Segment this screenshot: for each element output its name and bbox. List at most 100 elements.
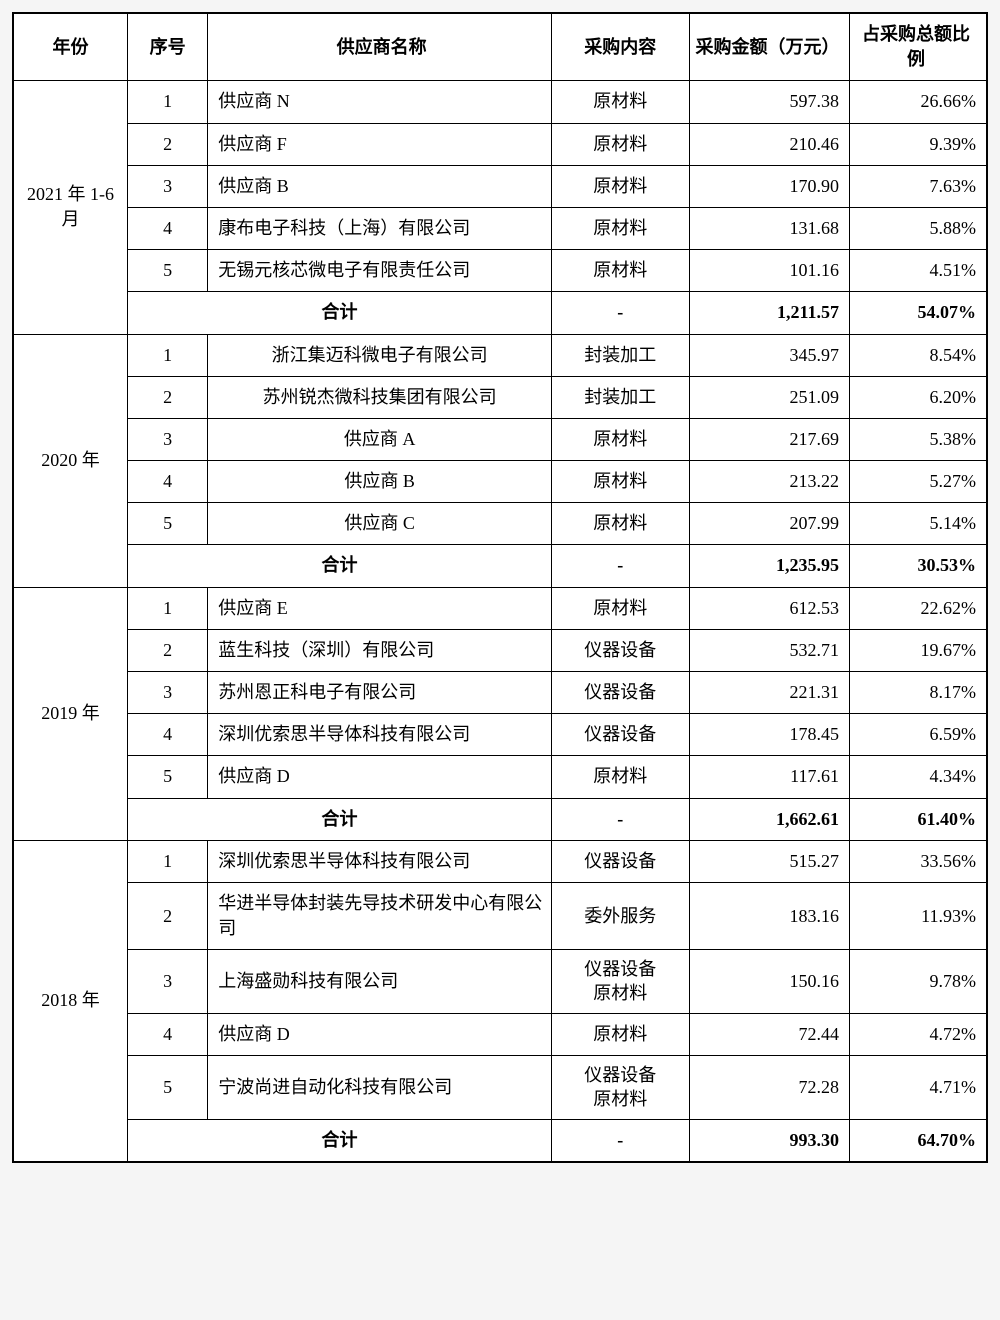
amt-cell: 597.38 [689, 81, 849, 123]
total-pct: 64.70% [849, 1120, 987, 1163]
idx-cell: 3 [128, 165, 208, 207]
cat-cell: 原材料 [552, 1014, 690, 1056]
cat-cell: 原材料 [552, 756, 690, 798]
table-row: 2华进半导体封装先导技术研发中心有限公司委外服务183.1611.93% [13, 882, 987, 949]
pct-cell: 5.88% [849, 207, 987, 249]
table-row: 2018 年1深圳优索思半导体科技有限公司仪器设备515.2733.56% [13, 840, 987, 882]
table-row: 2019 年1供应商 E原材料612.5322.62% [13, 587, 987, 629]
header-pct: 占采购总额比例 [849, 13, 987, 81]
total-row: 合计-1,211.5754.07% [13, 292, 987, 334]
cat-cell: 原材料 [552, 250, 690, 292]
amt-cell: 178.45 [689, 714, 849, 756]
pct-cell: 4.34% [849, 756, 987, 798]
total-amt: 993.30 [689, 1120, 849, 1163]
pct-cell: 22.62% [849, 587, 987, 629]
cat-cell: 仪器设备 [552, 840, 690, 882]
pct-cell: 9.78% [849, 950, 987, 1014]
idx-cell: 2 [128, 376, 208, 418]
name-cell: 康布电子科技（上海）有限公司 [208, 207, 552, 249]
total-pct: 54.07% [849, 292, 987, 334]
name-cell: 供应商 B [208, 461, 552, 503]
table-row: 4供应商 B原材料213.225.27% [13, 461, 987, 503]
table-row: 3供应商 B原材料170.907.63% [13, 165, 987, 207]
amt-cell: 251.09 [689, 376, 849, 418]
year-cell: 2018 年 [13, 840, 128, 1162]
name-cell: 供应商 D [208, 1014, 552, 1056]
name-cell: 供应商 D [208, 756, 552, 798]
amt-cell: 612.53 [689, 587, 849, 629]
table-row: 4深圳优索思半导体科技有限公司仪器设备178.456.59% [13, 714, 987, 756]
name-cell: 供应商 N [208, 81, 552, 123]
amt-cell: 101.16 [689, 250, 849, 292]
name-cell: 无锡元核芯微电子有限责任公司 [208, 250, 552, 292]
table-row: 5供应商 D原材料117.614.34% [13, 756, 987, 798]
cat-cell: 仪器设备原材料 [552, 950, 690, 1014]
header-name: 供应商名称 [208, 13, 552, 81]
idx-cell: 3 [128, 672, 208, 714]
total-amt: 1,662.61 [689, 798, 849, 840]
amt-cell: 210.46 [689, 123, 849, 165]
amt-cell: 532.71 [689, 629, 849, 671]
header-row: 年份 序号 供应商名称 采购内容 采购金额（万元） 占采购总额比例 [13, 13, 987, 81]
pct-cell: 8.17% [849, 672, 987, 714]
name-cell: 供应商 F [208, 123, 552, 165]
amt-cell: 131.68 [689, 207, 849, 249]
cat-cell: 仪器设备 [552, 629, 690, 671]
idx-cell: 2 [128, 629, 208, 671]
header-year: 年份 [13, 13, 128, 81]
name-cell: 浙江集迈科微电子有限公司 [208, 334, 552, 376]
pct-cell: 9.39% [849, 123, 987, 165]
idx-cell: 4 [128, 207, 208, 249]
idx-cell: 4 [128, 461, 208, 503]
total-label: 合计 [128, 292, 552, 334]
cat-cell: 仪器设备 [552, 714, 690, 756]
pct-cell: 4.72% [849, 1014, 987, 1056]
table-row: 2苏州锐杰微科技集团有限公司封装加工251.096.20% [13, 376, 987, 418]
cat-cell: 原材料 [552, 123, 690, 165]
idx-cell: 4 [128, 1014, 208, 1056]
year-cell: 2021 年 1-6 月 [13, 81, 128, 334]
cat-cell: 封装加工 [552, 376, 690, 418]
table-row: 5宁波尚进自动化科技有限公司仪器设备原材料72.284.71% [13, 1056, 987, 1120]
idx-cell: 1 [128, 840, 208, 882]
total-label: 合计 [128, 798, 552, 840]
total-pct: 61.40% [849, 798, 987, 840]
amt-cell: 183.16 [689, 882, 849, 949]
table-row: 5供应商 C原材料207.995.14% [13, 503, 987, 545]
name-cell: 深圳优索思半导体科技有限公司 [208, 714, 552, 756]
cat-cell: 仪器设备原材料 [552, 1056, 690, 1120]
total-label: 合计 [128, 545, 552, 587]
year-cell: 2019 年 [13, 587, 128, 840]
pct-cell: 5.14% [849, 503, 987, 545]
name-cell: 华进半导体封装先导技术研发中心有限公司 [208, 882, 552, 949]
pct-cell: 7.63% [849, 165, 987, 207]
amt-cell: 221.31 [689, 672, 849, 714]
pct-cell: 5.27% [849, 461, 987, 503]
table-row: 2021 年 1-6 月1供应商 N原材料597.3826.66% [13, 81, 987, 123]
table-row: 3供应商 A原材料217.695.38% [13, 418, 987, 460]
idx-cell: 1 [128, 334, 208, 376]
name-cell: 苏州恩正科电子有限公司 [208, 672, 552, 714]
pct-cell: 33.56% [849, 840, 987, 882]
amt-cell: 213.22 [689, 461, 849, 503]
name-cell: 供应商 B [208, 165, 552, 207]
idx-cell: 5 [128, 503, 208, 545]
total-row: 合计-1,235.9530.53% [13, 545, 987, 587]
cat-cell: 封装加工 [552, 334, 690, 376]
supplier-table: 年份 序号 供应商名称 采购内容 采购金额（万元） 占采购总额比例 2021 年… [12, 12, 988, 1163]
name-cell: 深圳优索思半导体科技有限公司 [208, 840, 552, 882]
idx-cell: 5 [128, 756, 208, 798]
cat-cell: 原材料 [552, 503, 690, 545]
header-cat: 采购内容 [552, 13, 690, 81]
table-row: 4供应商 D原材料72.444.72% [13, 1014, 987, 1056]
amt-cell: 345.97 [689, 334, 849, 376]
cat-cell: 原材料 [552, 461, 690, 503]
table-row: 2蓝生科技（深圳）有限公司仪器设备532.7119.67% [13, 629, 987, 671]
total-dash: - [552, 1120, 690, 1163]
total-amt: 1,235.95 [689, 545, 849, 587]
pct-cell: 8.54% [849, 334, 987, 376]
idx-cell: 4 [128, 714, 208, 756]
amt-cell: 170.90 [689, 165, 849, 207]
total-dash: - [552, 798, 690, 840]
pct-cell: 4.51% [849, 250, 987, 292]
